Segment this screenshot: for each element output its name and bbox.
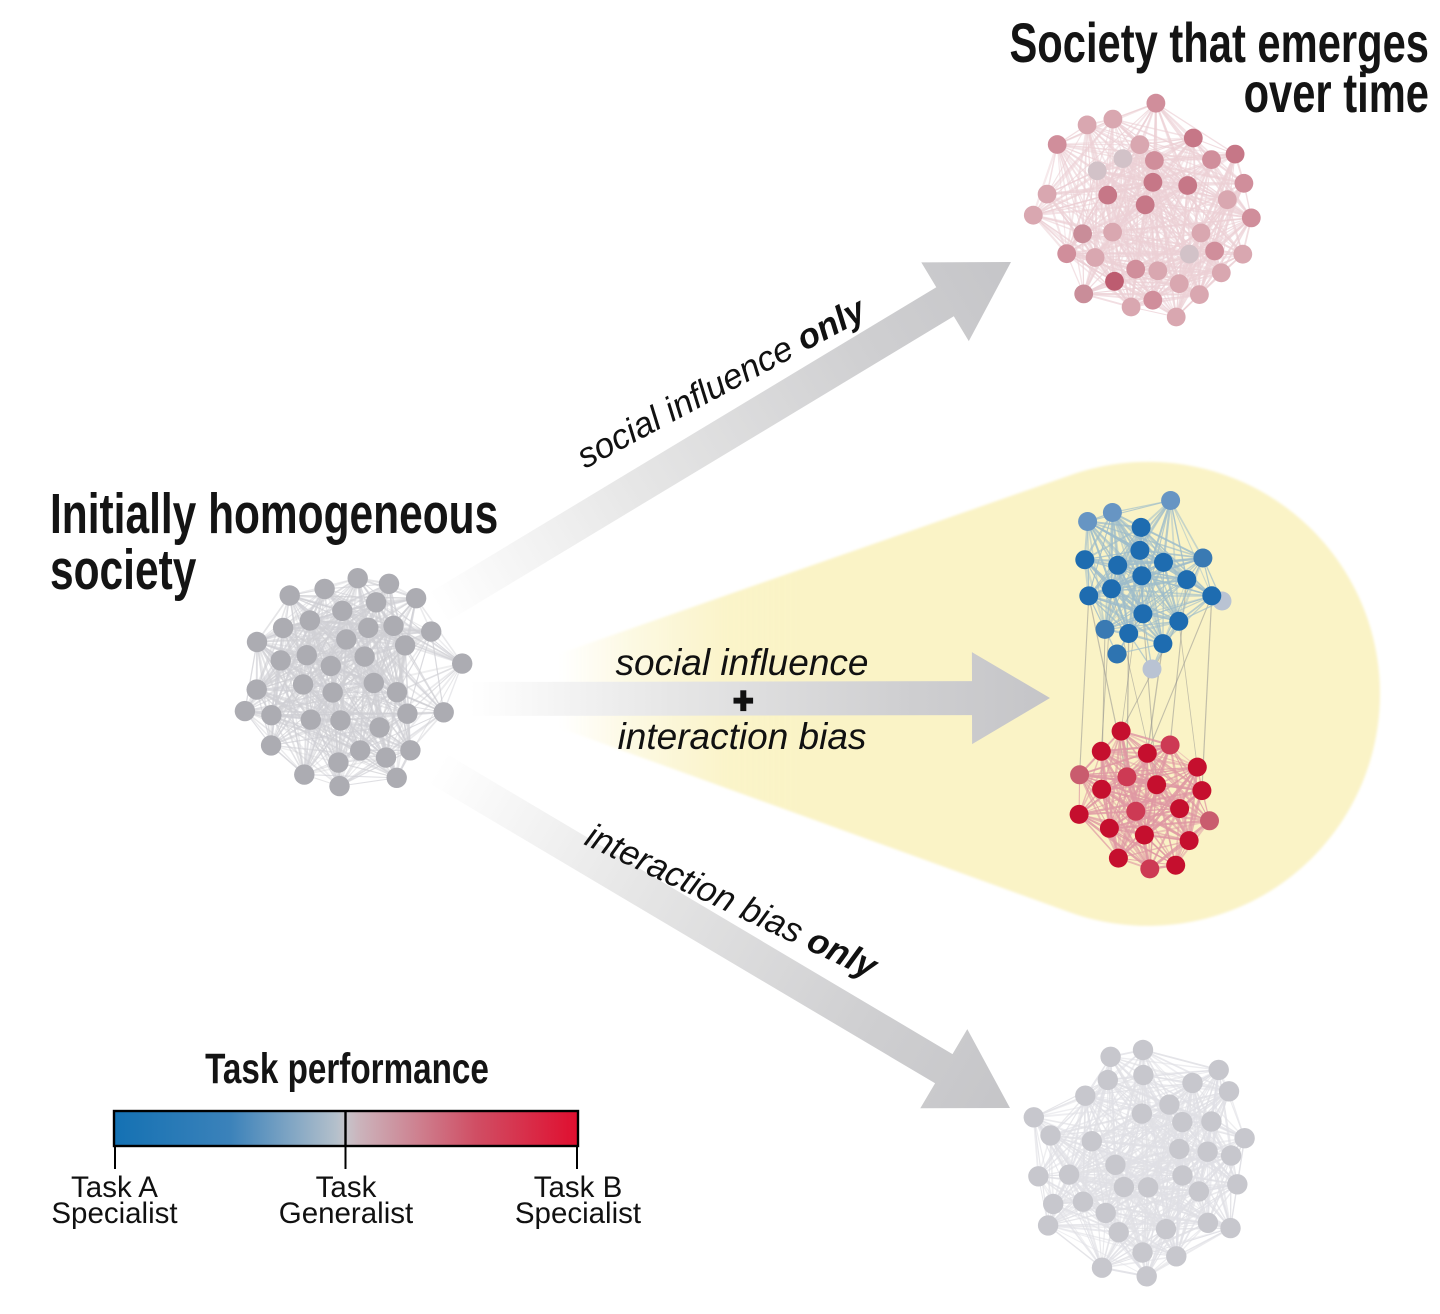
svg-text:over time: over time bbox=[1244, 62, 1429, 124]
svg-text:Specialist: Specialist bbox=[51, 1197, 177, 1230]
svg-text:Task B: Task B bbox=[534, 1171, 623, 1204]
svg-text:society: society bbox=[50, 538, 196, 602]
svg-text:Generalist: Generalist bbox=[279, 1197, 413, 1230]
svg-text:Society that emerges: Society that emerges bbox=[1009, 12, 1429, 74]
svg-text:interaction bias: interaction bias bbox=[618, 716, 867, 757]
svg-text:Task: Task bbox=[316, 1171, 377, 1204]
svg-text:social influence: social influence bbox=[616, 642, 869, 683]
svg-text:Specialist: Specialist bbox=[515, 1197, 641, 1230]
svg-text:Initially homogeneous: Initially homogeneous bbox=[50, 482, 498, 546]
svg-text:Task performance: Task performance bbox=[205, 1045, 489, 1093]
svg-text:Task A: Task A bbox=[71, 1171, 158, 1204]
